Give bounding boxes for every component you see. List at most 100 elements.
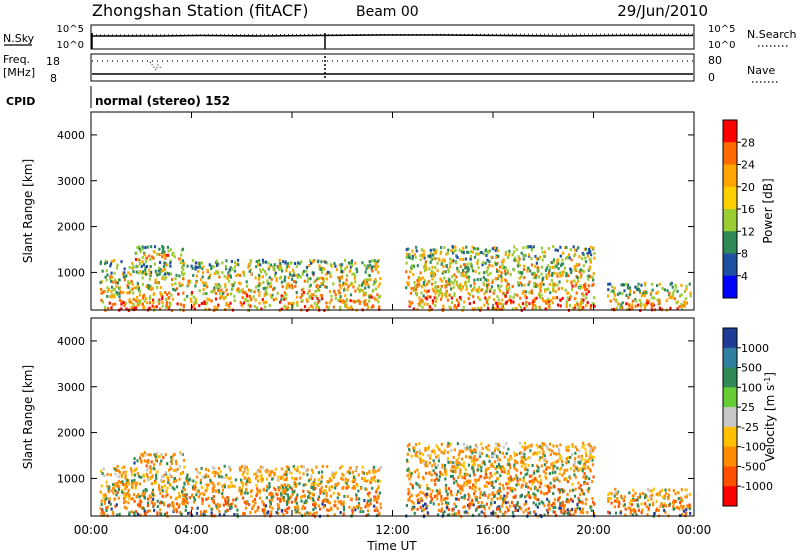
echo-cell: [323, 489, 326, 493]
y-tick-label: 3000: [57, 381, 85, 394]
echo-cell: [676, 289, 679, 293]
echo-cell: [349, 466, 352, 470]
echo-cell: [415, 249, 418, 253]
echo-cell: [273, 471, 276, 475]
echo-cell: [511, 489, 514, 493]
echo-cell: [230, 481, 233, 485]
echo-cell: [302, 504, 305, 508]
echo-cell: [131, 282, 134, 286]
echo-cell: [634, 299, 638, 303]
echo-cell: [486, 251, 490, 255]
echo-cell: [192, 295, 195, 299]
echo-cell: [563, 503, 567, 507]
echo-cell: [459, 298, 463, 302]
echo-cell: [100, 280, 103, 284]
echo-cell: [552, 501, 555, 505]
echo-cell: [548, 282, 551, 286]
echo-cell: [681, 506, 684, 510]
echo-cell: [315, 294, 318, 298]
echo-cell: [455, 459, 458, 463]
echo-cell: [330, 508, 333, 512]
echo-cell: [439, 287, 442, 291]
echo-cell: [110, 293, 114, 297]
echo-cell: [208, 273, 212, 277]
echo-cell: [574, 248, 577, 252]
echo-cell: [416, 285, 419, 289]
echo-cell: [643, 496, 647, 500]
echo-cell: [574, 451, 577, 455]
echo-cell: [467, 297, 470, 301]
echo-cell: [411, 484, 414, 488]
echo-cell: [163, 272, 167, 276]
echo-cell: [550, 462, 553, 466]
echo-cell: [245, 488, 248, 492]
echo-cell: [294, 500, 297, 504]
echo-cell: [573, 459, 577, 463]
echo-cell: [349, 265, 353, 269]
echo-cell: [435, 444, 438, 448]
echo-cell: [345, 481, 348, 485]
echo-cell: [103, 474, 106, 478]
echo-cell: [434, 471, 437, 475]
echo-cell: [459, 285, 462, 289]
echo-cell: [367, 494, 371, 498]
echo-cell: [496, 269, 499, 273]
echo-cell: [580, 489, 584, 493]
echo-cell: [317, 288, 321, 292]
echo-cell: [369, 502, 372, 506]
echo-cell: [477, 500, 480, 504]
echo-cell: [573, 265, 576, 269]
echo-cell: [436, 497, 439, 501]
echo-cell: [320, 260, 323, 264]
colorbar-tick-label: 8: [741, 248, 748, 261]
echo-cell: [405, 261, 408, 265]
echo-cell: [178, 281, 181, 285]
echo-cell: [436, 463, 440, 467]
echo-cell: [166, 475, 169, 479]
echo-cell: [296, 468, 299, 472]
echo-cell: [454, 504, 458, 508]
echo-cell: [678, 304, 681, 308]
echo-cell: [451, 474, 454, 478]
echo-cell: [462, 305, 465, 309]
echo-cell: [181, 470, 185, 474]
echo-cell: [112, 294, 115, 298]
echo-cell: [452, 477, 455, 481]
echo-cell: [146, 504, 150, 508]
echo-cell: [290, 471, 293, 475]
echo-cell: [640, 302, 643, 306]
echo-cell: [647, 508, 650, 512]
echo-cell: [553, 498, 557, 502]
velocity-x-axis: 00:00 04:00 08:00 12:00 16:00 20:00 00:00: [74, 318, 711, 537]
echo-cell: [588, 265, 592, 269]
echo-cell: [543, 513, 546, 517]
echo-cell: [229, 476, 232, 480]
echo-cell: [143, 251, 146, 255]
echo-cell: [322, 259, 326, 263]
echo-cell: [520, 455, 523, 459]
velocity-colorbar-swatches: [723, 328, 737, 507]
echo-cell: [430, 473, 433, 477]
echo-cell: [560, 488, 564, 492]
echo-cell: [425, 471, 428, 475]
echo-cell: [680, 513, 684, 517]
echo-cell: [461, 285, 465, 289]
echo-cell: [440, 495, 443, 499]
echo-cell: [316, 297, 319, 301]
echo-cell: [148, 494, 151, 498]
echo-cell: [183, 481, 186, 485]
echo-cell: [315, 305, 318, 309]
echo-cell: [686, 493, 689, 497]
echo-cell: [486, 273, 490, 277]
echo-cell: [456, 464, 459, 468]
echo-cell: [486, 448, 489, 452]
echo-cell: [173, 255, 176, 259]
echo-cell: [526, 269, 529, 273]
echo-cell: [509, 301, 513, 305]
echo-cell: [680, 488, 683, 492]
echo-cell: [233, 281, 236, 285]
echo-cell: [199, 278, 203, 282]
echo-cell: [418, 441, 421, 445]
echo-cell: [490, 501, 493, 505]
colorbar-swatch: [723, 275, 737, 299]
